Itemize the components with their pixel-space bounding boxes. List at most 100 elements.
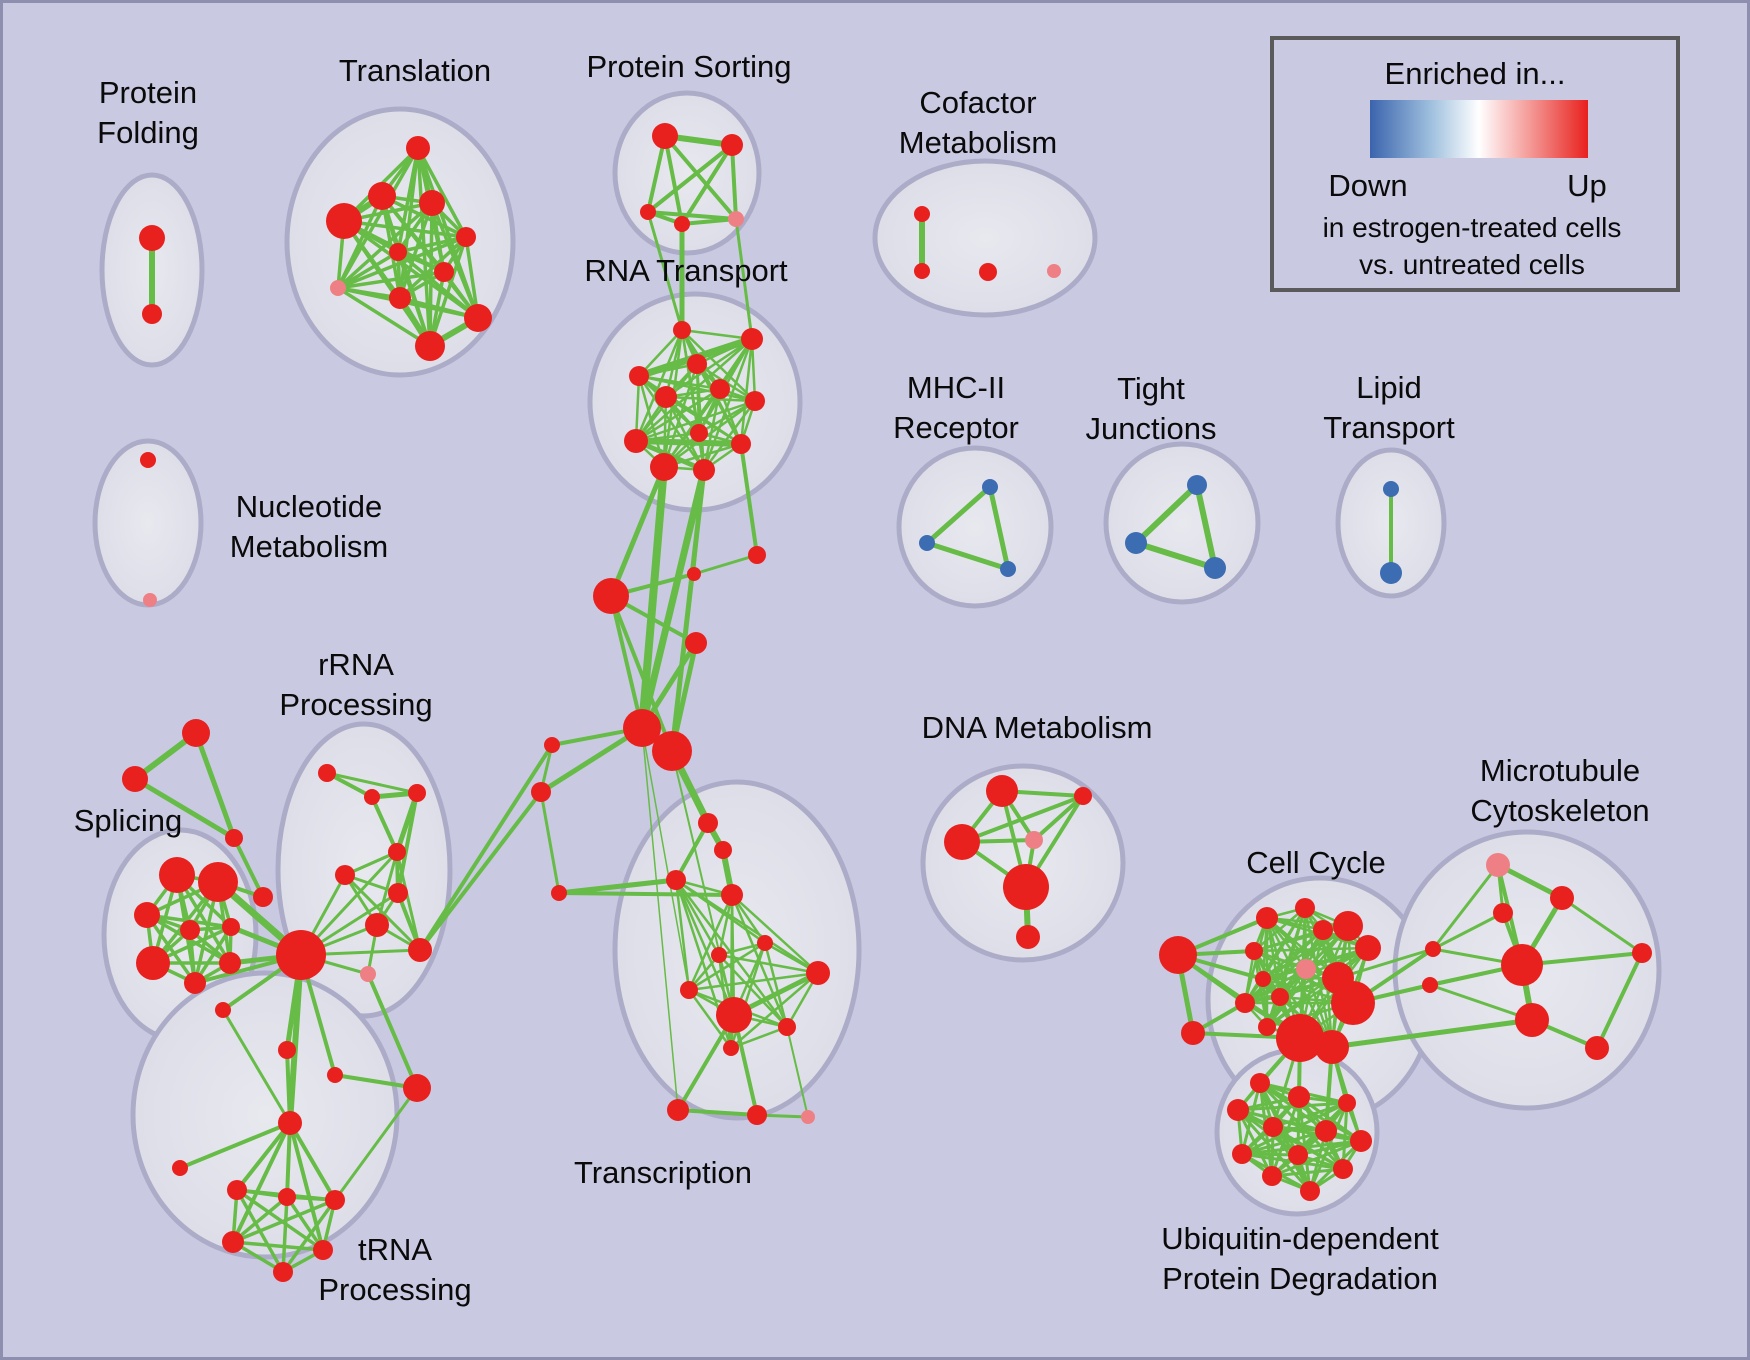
network-edge bbox=[1271, 1101, 1349, 1129]
legend: Enriched in... Down Up in estrogen-treat… bbox=[1270, 36, 1680, 292]
network-node bbox=[419, 190, 445, 216]
network-node bbox=[685, 632, 707, 654]
network-node bbox=[389, 243, 407, 261]
network-edge bbox=[1252, 906, 1307, 953]
network-edge bbox=[235, 1121, 292, 1192]
network-node bbox=[140, 452, 156, 468]
network-node bbox=[1255, 971, 1271, 987]
network-node bbox=[693, 459, 715, 481]
network-edge bbox=[325, 771, 419, 795]
cluster-label-dna-metabolism: DNA Metabolism bbox=[922, 710, 1153, 745]
network-node bbox=[1235, 993, 1255, 1013]
network-node bbox=[219, 952, 241, 974]
network-node bbox=[650, 453, 678, 481]
network-edge bbox=[1252, 946, 1370, 953]
cluster-tight-junctions bbox=[1103, 441, 1261, 605]
network-node bbox=[728, 211, 744, 227]
network-edge bbox=[960, 794, 1085, 844]
network-node bbox=[134, 902, 160, 928]
network-edge bbox=[662, 399, 757, 469]
network-edge bbox=[1329, 1017, 1535, 1050]
network-edge bbox=[557, 891, 734, 897]
network-edge bbox=[1270, 1139, 1363, 1178]
network-edge bbox=[221, 1008, 292, 1125]
network-node bbox=[623, 709, 661, 747]
network-edge bbox=[132, 776, 237, 841]
network-edge bbox=[231, 1195, 289, 1244]
network-node bbox=[1355, 935, 1381, 961]
network-edge bbox=[641, 727, 679, 1111]
network-node bbox=[198, 862, 238, 902]
network-edge bbox=[687, 971, 820, 992]
network-edge bbox=[281, 1195, 289, 1274]
cluster-label-lipid-transport: Transport bbox=[1323, 410, 1455, 445]
network-node bbox=[1338, 1094, 1356, 1112]
network-node bbox=[667, 1099, 689, 1121]
network-node bbox=[721, 884, 743, 906]
network-node bbox=[690, 424, 708, 442]
network-edge bbox=[717, 953, 820, 975]
network-node bbox=[629, 366, 649, 386]
network-node bbox=[215, 1002, 231, 1018]
cluster-label-protein-sorting: Protein Sorting bbox=[586, 49, 791, 84]
network-edge bbox=[646, 143, 734, 214]
network-node bbox=[1383, 481, 1399, 497]
network-node bbox=[716, 997, 752, 1033]
network-node bbox=[687, 567, 701, 581]
network-edge bbox=[1336, 947, 1435, 980]
legend-up-label: Up bbox=[1567, 168, 1607, 203]
network-node bbox=[1333, 1159, 1353, 1179]
network-edge bbox=[641, 727, 690, 991]
network-node bbox=[222, 1231, 244, 1253]
network-node bbox=[652, 123, 678, 149]
network-edge bbox=[609, 594, 674, 753]
network-node bbox=[389, 287, 411, 309]
network-node bbox=[408, 938, 432, 962]
network-node bbox=[711, 947, 727, 963]
network-node bbox=[1271, 988, 1289, 1006]
network-edge bbox=[676, 1108, 759, 1117]
network-edge bbox=[396, 791, 419, 895]
network-node bbox=[914, 263, 930, 279]
cluster-label-translation: Translation bbox=[339, 53, 491, 88]
network-edge bbox=[693, 469, 705, 575]
cluster-label-rrna-processing: rRNA bbox=[318, 647, 394, 682]
network-edge bbox=[430, 201, 480, 320]
cluster-label-protein-folding: Folding bbox=[97, 115, 199, 150]
network-node bbox=[388, 843, 406, 861]
network-node bbox=[1074, 787, 1092, 805]
network-node bbox=[318, 764, 336, 782]
network-edge bbox=[178, 1121, 292, 1170]
network-node bbox=[434, 262, 454, 282]
network-node bbox=[1181, 1021, 1205, 1045]
network-edge bbox=[663, 134, 684, 226]
network-node bbox=[655, 386, 677, 408]
network-node bbox=[624, 429, 648, 453]
network-edge bbox=[674, 878, 691, 992]
network-node bbox=[364, 789, 380, 805]
network-node bbox=[687, 354, 707, 374]
network-node bbox=[745, 391, 765, 411]
network-node bbox=[225, 829, 243, 847]
network-node bbox=[388, 883, 408, 903]
network-node bbox=[652, 731, 692, 771]
network-node bbox=[757, 935, 773, 951]
cluster-label-rna-transport: RNA Transport bbox=[584, 253, 788, 288]
network-node bbox=[1315, 1120, 1337, 1142]
network-node bbox=[1258, 1018, 1276, 1036]
network-edge bbox=[375, 850, 399, 927]
network-edge bbox=[396, 250, 480, 320]
network-node bbox=[1276, 1014, 1324, 1062]
network-node bbox=[142, 304, 162, 324]
network-node bbox=[184, 972, 206, 994]
network-node bbox=[1322, 962, 1354, 994]
network-edge bbox=[366, 972, 419, 1090]
network-edge bbox=[193, 730, 237, 841]
network-edge bbox=[285, 1121, 292, 1199]
network-edge bbox=[664, 395, 757, 403]
network-node bbox=[714, 841, 732, 859]
network-node bbox=[979, 263, 997, 281]
